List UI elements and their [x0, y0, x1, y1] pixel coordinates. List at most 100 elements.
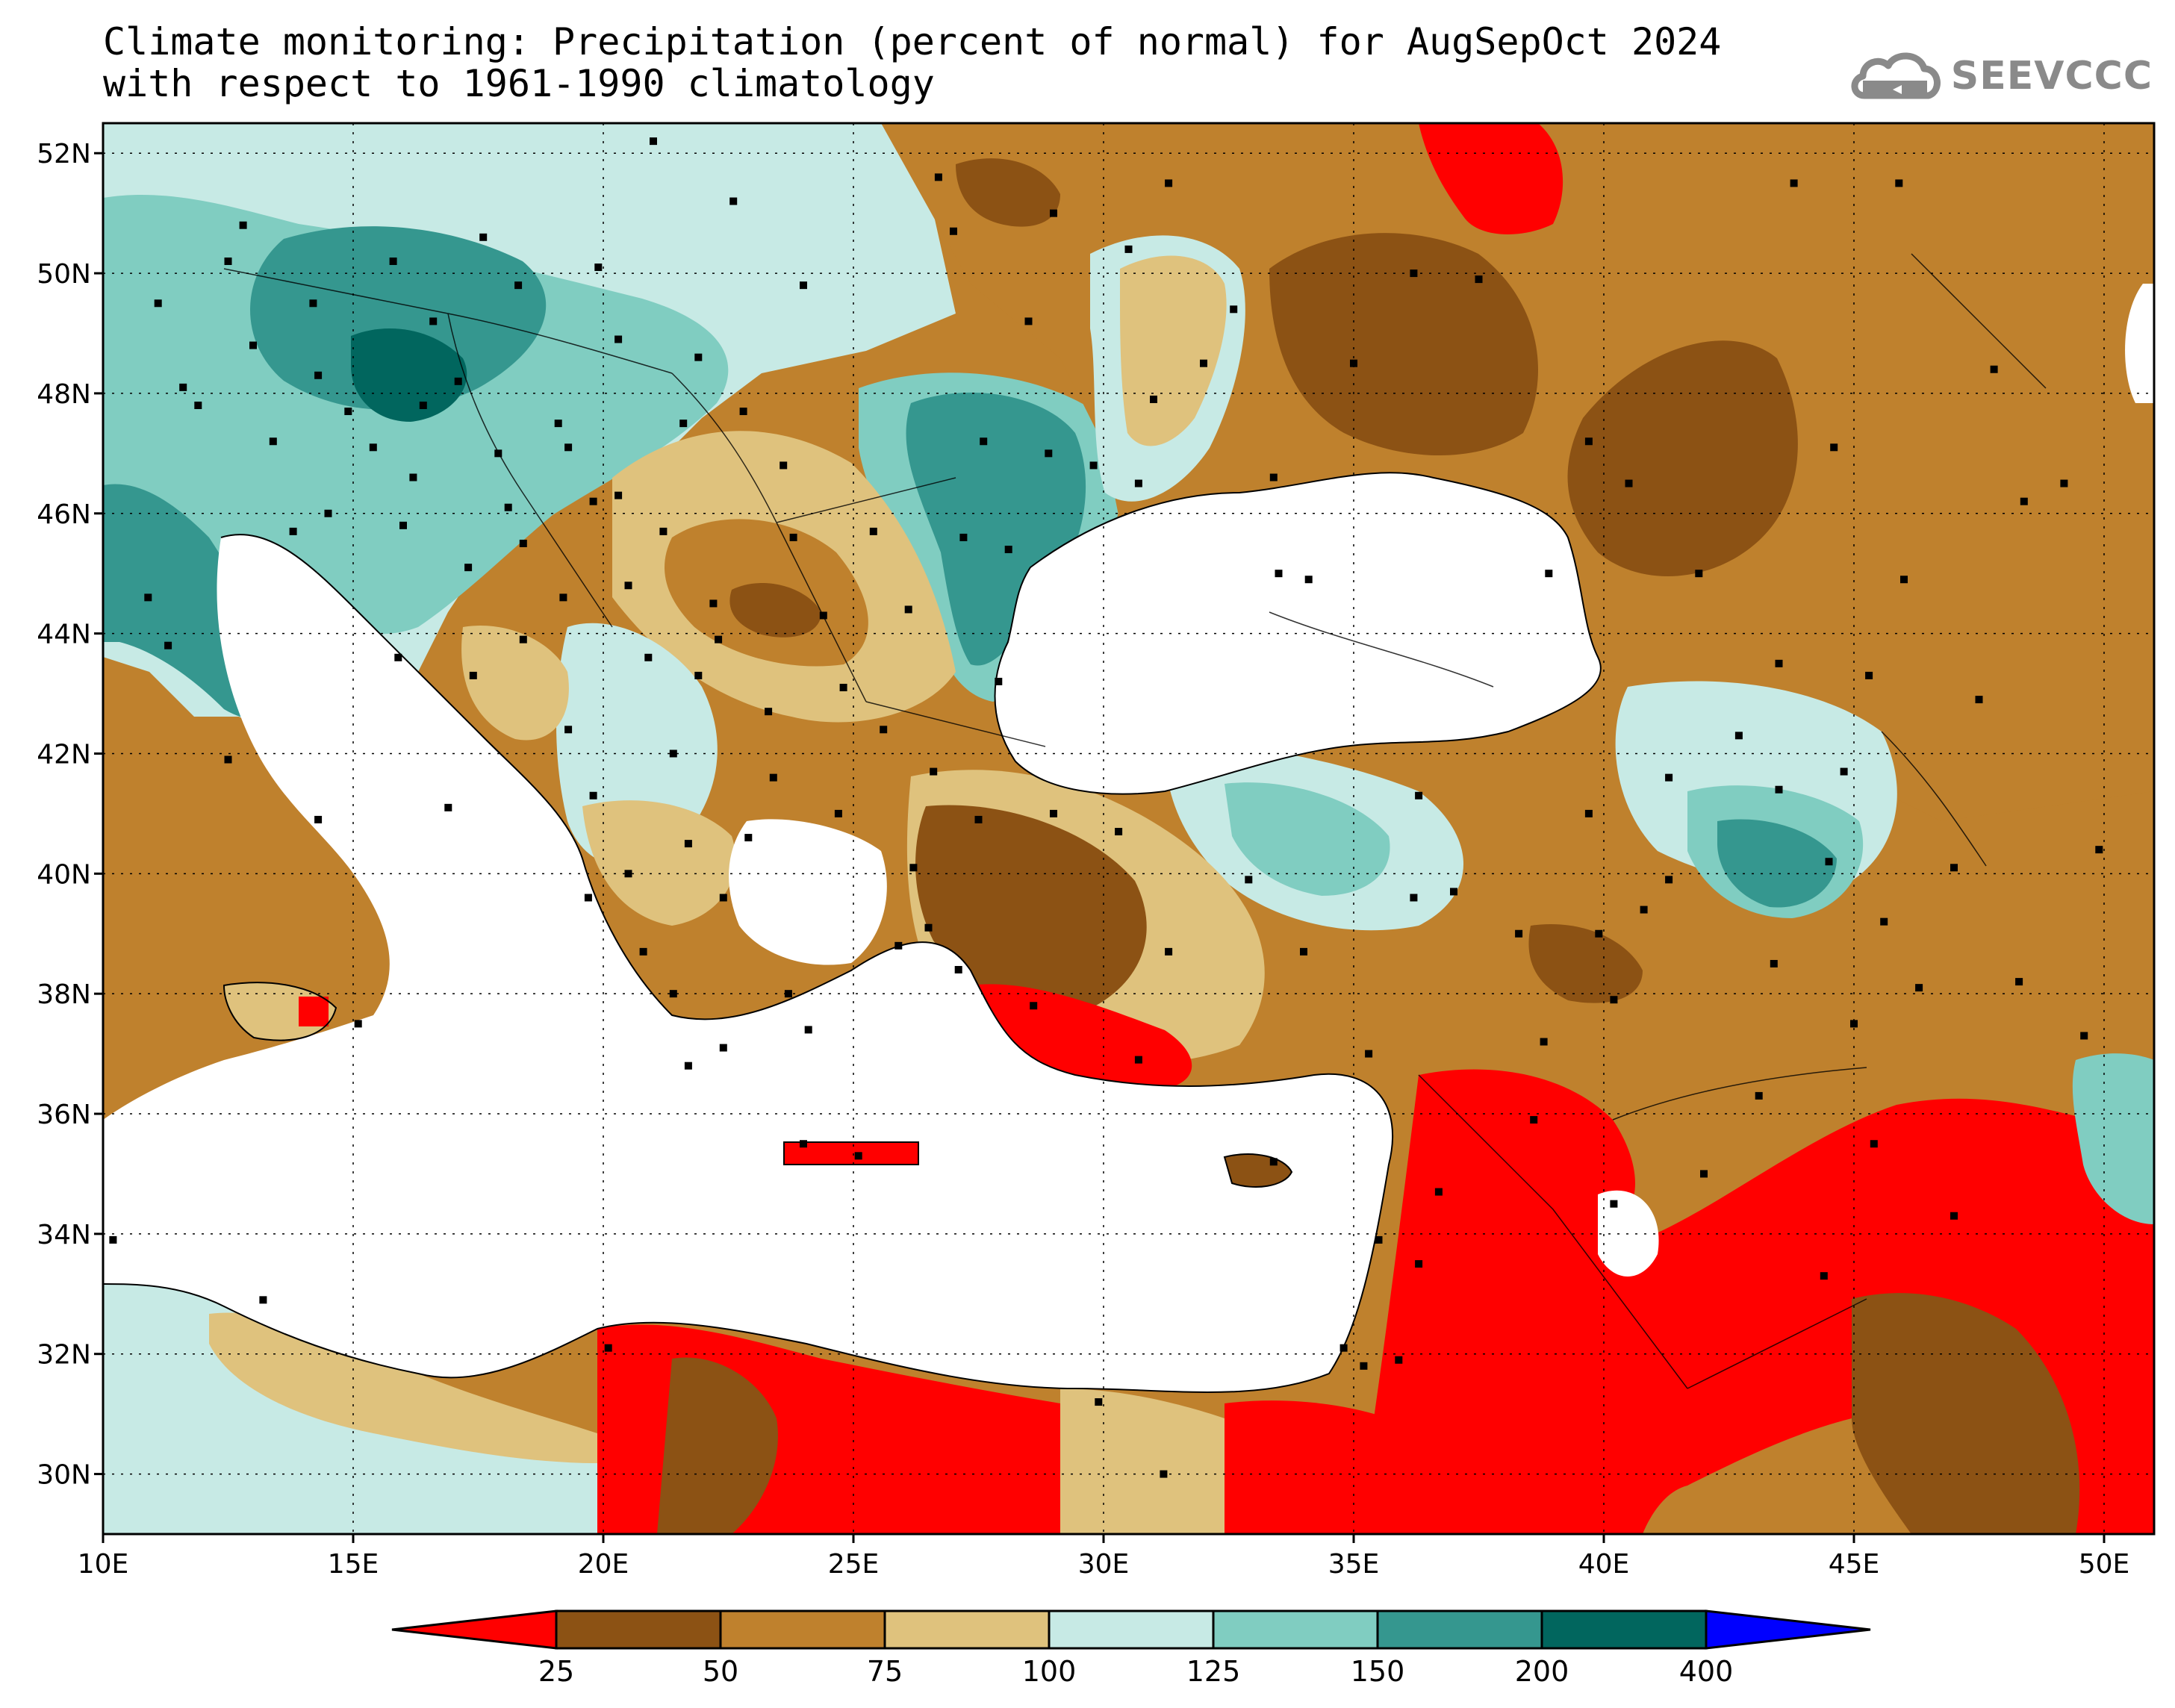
station-marker [980, 437, 988, 446]
station-marker [269, 437, 277, 446]
station-marker [1434, 1188, 1443, 1196]
station-marker [354, 1020, 362, 1028]
station-marker [454, 377, 462, 385]
lon-tick-label: 20E [578, 1549, 629, 1580]
station-marker [554, 420, 562, 428]
station-marker [904, 605, 912, 614]
station-marker [924, 923, 933, 932]
station-marker [715, 635, 723, 643]
station-marker [1790, 179, 1798, 187]
lat-tick-label: 38N [37, 979, 91, 1010]
station-marker [1540, 1038, 1548, 1046]
station-marker [679, 420, 688, 428]
station-marker [1050, 209, 1057, 217]
station-marker [1695, 570, 1703, 578]
country-borders [223, 253, 2047, 1389]
station-marker [869, 527, 877, 535]
station-marker [314, 371, 323, 379]
station-marker [564, 443, 573, 452]
station-marker [469, 671, 477, 679]
colorbar-label: 100 [1022, 1655, 1077, 1688]
station-marker [1165, 179, 1173, 187]
station-marker [1450, 888, 1457, 896]
station-marker [1895, 179, 1903, 187]
station-marker [684, 1062, 692, 1070]
station-marker [2060, 479, 2068, 487]
station-marker [1950, 864, 1958, 872]
station-marker [650, 137, 657, 146]
station-marker [644, 653, 653, 661]
station-marker [639, 947, 647, 956]
station-marker [780, 461, 788, 470]
colorbar-label: 125 [1186, 1655, 1241, 1688]
station-marker [1300, 947, 1307, 956]
station-marker [464, 564, 473, 572]
station-marker [765, 708, 773, 716]
lat-tick-label: 32N [37, 1340, 91, 1371]
coastlines [103, 472, 1602, 1393]
station-marker [1665, 773, 1673, 782]
logo-text: SEEVCCC [1950, 54, 2153, 99]
station-marker [694, 671, 703, 679]
station-marker [1755, 1091, 1763, 1100]
station-marker [1150, 395, 1157, 403]
station-marker [1350, 359, 1357, 367]
station-marker [880, 726, 888, 734]
station-marker [1200, 359, 1207, 367]
station-marker [1825, 858, 1833, 866]
station-marker [1530, 1116, 1538, 1124]
station-marker [1030, 1002, 1038, 1010]
station-marker [1865, 671, 1873, 679]
station-marker [834, 809, 842, 817]
station-marker [1165, 947, 1173, 956]
map-title: Climate monitoring: Precipitation (perce… [103, 21, 1721, 105]
station-marker [1840, 767, 1848, 776]
station-marker [589, 791, 597, 800]
map-frame [102, 122, 2156, 1536]
station-marker [1900, 576, 1908, 584]
station-marker [614, 335, 623, 343]
lon-tick-label: 45E [1829, 1549, 1880, 1580]
station-marker [1415, 1260, 1423, 1268]
station-marker [819, 611, 827, 620]
lon-tick-label: 25E [828, 1549, 880, 1580]
colorbar-class-lt25 [391, 1609, 558, 1650]
station-marker [739, 408, 747, 416]
station-marker [344, 408, 352, 416]
colorbar-label: 400 [1679, 1655, 1734, 1688]
station-marker [1775, 659, 1783, 667]
colorbar-class-box [719, 1609, 886, 1650]
lat-tick-label: 40N [37, 859, 91, 890]
station-marker [519, 635, 527, 643]
station-marker [1640, 906, 1648, 914]
station-marker [694, 353, 703, 361]
lat-tick-label: 52N [37, 139, 91, 169]
station-marker [669, 749, 677, 758]
station-marker [684, 840, 692, 848]
colorbar-label: 25 [538, 1655, 574, 1688]
station-marker [1275, 570, 1283, 578]
station-marker [429, 317, 438, 325]
station-marker [769, 773, 777, 782]
station-marker [959, 533, 968, 541]
station-marker [1950, 1212, 1958, 1220]
station-marker [894, 941, 903, 950]
station-marker [224, 257, 232, 265]
station-marker [659, 527, 668, 535]
station-marker [479, 233, 488, 241]
station-marker [1115, 828, 1123, 836]
station-marker [419, 402, 427, 409]
station-marker [259, 1296, 267, 1304]
title-line-2: with respect to 1961-1990 climatology [103, 62, 935, 105]
station-marker [144, 593, 152, 602]
colorbar-label: 75 [867, 1655, 903, 1688]
station-marker [1584, 437, 1593, 446]
station-marker [194, 402, 202, 409]
station-marker [1160, 1470, 1168, 1478]
station-marker [1375, 1235, 1383, 1244]
station-marker [1595, 929, 1603, 938]
station-marker [974, 815, 983, 823]
station-marker [584, 894, 592, 902]
station-marker [1770, 959, 1778, 967]
station-marker [930, 767, 938, 776]
